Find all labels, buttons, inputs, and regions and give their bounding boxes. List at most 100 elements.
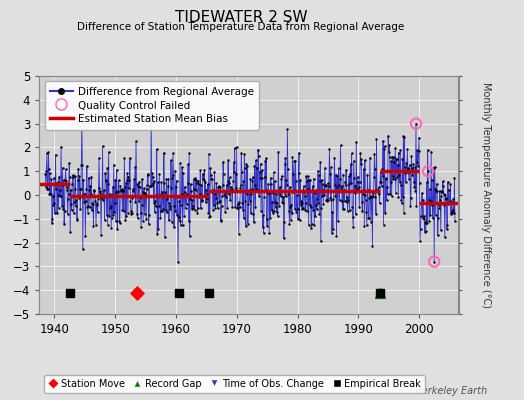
Point: [136, 210, 145, 216]
Point: [217, 203, 226, 209]
Point: [178, 164, 186, 170]
Point: [335, 197, 344, 203]
Point: [354, 174, 362, 180]
Point: [238, 200, 246, 206]
Point: [441, 192, 450, 198]
Point: [385, 142, 394, 149]
Point: [269, 169, 278, 175]
Point: [155, 171, 163, 177]
Point: [348, 204, 356, 210]
Point: [402, 169, 411, 175]
Point: [375, 289, 384, 296]
Point: [324, 197, 333, 203]
Point: [409, 161, 418, 167]
Point: [162, 209, 171, 216]
Point: [148, 174, 157, 180]
Point: [355, 184, 363, 190]
Point: [141, 190, 149, 196]
Point: [331, 182, 339, 188]
Point: [439, 178, 447, 185]
Point: [396, 147, 405, 153]
Point: [59, 206, 67, 212]
Point: [213, 205, 222, 211]
Point: [139, 190, 148, 196]
Point: [378, 173, 387, 180]
Point: [431, 186, 440, 192]
Point: [343, 208, 352, 214]
Point: [159, 192, 167, 198]
Point: [230, 169, 238, 175]
Point: [193, 204, 202, 211]
Point: [79, 246, 87, 252]
Point: [184, 161, 192, 167]
Point: [316, 238, 325, 245]
Point: [43, 186, 51, 192]
Point: [450, 210, 458, 216]
Point: [126, 198, 135, 204]
Point: [204, 210, 213, 216]
Point: [401, 170, 410, 176]
Point: [381, 210, 389, 216]
Point: [138, 189, 147, 195]
Point: [72, 215, 81, 222]
Point: [334, 218, 342, 224]
Point: [354, 178, 363, 185]
Point: [425, 186, 434, 192]
Point: [262, 155, 270, 162]
Point: [377, 179, 385, 185]
Point: [137, 202, 146, 208]
Point: [289, 170, 297, 177]
Point: [209, 206, 217, 213]
Point: [140, 211, 149, 217]
Point: [185, 150, 193, 156]
Point: [446, 181, 455, 188]
Point: [225, 180, 233, 186]
Point: [423, 147, 432, 153]
Point: [395, 149, 403, 156]
Point: [340, 206, 348, 212]
Point: [208, 176, 216, 182]
Point: [323, 197, 332, 203]
Point: [257, 174, 266, 181]
Point: [424, 196, 433, 203]
Point: [417, 200, 425, 206]
Point: [220, 192, 228, 198]
Point: [416, 237, 424, 244]
Point: [247, 210, 255, 216]
Point: [170, 203, 179, 209]
Point: [152, 191, 160, 198]
Point: [400, 134, 409, 140]
Point: [302, 173, 310, 179]
Point: [406, 162, 414, 168]
Point: [290, 187, 299, 193]
Point: [166, 202, 174, 209]
Point: [45, 190, 53, 197]
Point: [86, 183, 95, 189]
Point: [266, 215, 275, 221]
Point: [53, 192, 62, 198]
Point: [285, 221, 293, 227]
Point: [421, 228, 430, 234]
Point: [428, 202, 436, 208]
Point: [105, 204, 114, 211]
Point: [46, 190, 54, 197]
Point: [248, 178, 257, 184]
Point: [295, 150, 303, 156]
Point: [246, 176, 255, 182]
Point: [157, 208, 165, 214]
Point: [199, 171, 207, 177]
Point: [186, 196, 194, 202]
Point: [275, 202, 283, 209]
Point: [71, 186, 79, 193]
Point: [196, 167, 204, 174]
Point: [190, 186, 199, 192]
Point: [412, 120, 420, 127]
Point: [73, 176, 82, 183]
Point: [225, 174, 234, 181]
Point: [410, 179, 418, 185]
Point: [78, 118, 86, 124]
Point: [59, 177, 68, 183]
Point: [97, 232, 105, 238]
Point: [375, 289, 384, 296]
Point: [115, 218, 124, 224]
